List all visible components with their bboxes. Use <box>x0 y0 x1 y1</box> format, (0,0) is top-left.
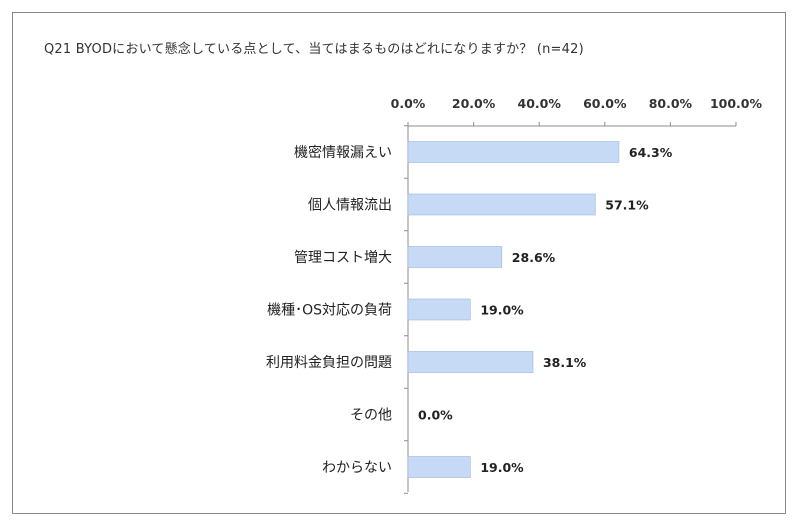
category-label: その他 <box>350 408 392 424</box>
bar <box>407 246 503 268</box>
data-label: 64.3% <box>629 145 673 160</box>
bar <box>407 351 534 373</box>
category-label: 機密情報漏えい <box>294 144 392 161</box>
bar <box>407 456 471 478</box>
category-label: 管理コスト増大 <box>294 250 392 266</box>
category-label: わからない <box>322 460 392 476</box>
chart-title: Q21 BYODにおいて懸念している点として、当てはまるものはどれになりますか？… <box>44 42 584 57</box>
data-label: 19.0% <box>480 460 524 475</box>
bar <box>407 141 620 163</box>
data-label: 0.0% <box>418 408 453 423</box>
data-label: 19.0% <box>480 303 524 318</box>
x-tick-label: 80.0% <box>649 96 693 111</box>
data-label: 28.6% <box>512 250 556 265</box>
x-tick-label: 0.0% <box>391 96 426 111</box>
x-tick-label: 20.0% <box>452 96 496 111</box>
bar <box>407 298 471 321</box>
category-label: 利用料金負担の問題 <box>266 355 392 371</box>
data-label: 38.1% <box>543 355 587 370</box>
x-tick-label: 60.0% <box>583 96 627 111</box>
data-label: 57.1% <box>605 198 649 213</box>
x-tick-label: 40.0% <box>518 96 562 111</box>
chart-frame <box>12 12 786 514</box>
x-tick-label: 100.0% <box>710 96 763 111</box>
category-label: 機種･OS対応の負荷 <box>267 303 392 319</box>
category-label: 個人情報流出 <box>308 198 392 214</box>
bar <box>407 193 596 216</box>
